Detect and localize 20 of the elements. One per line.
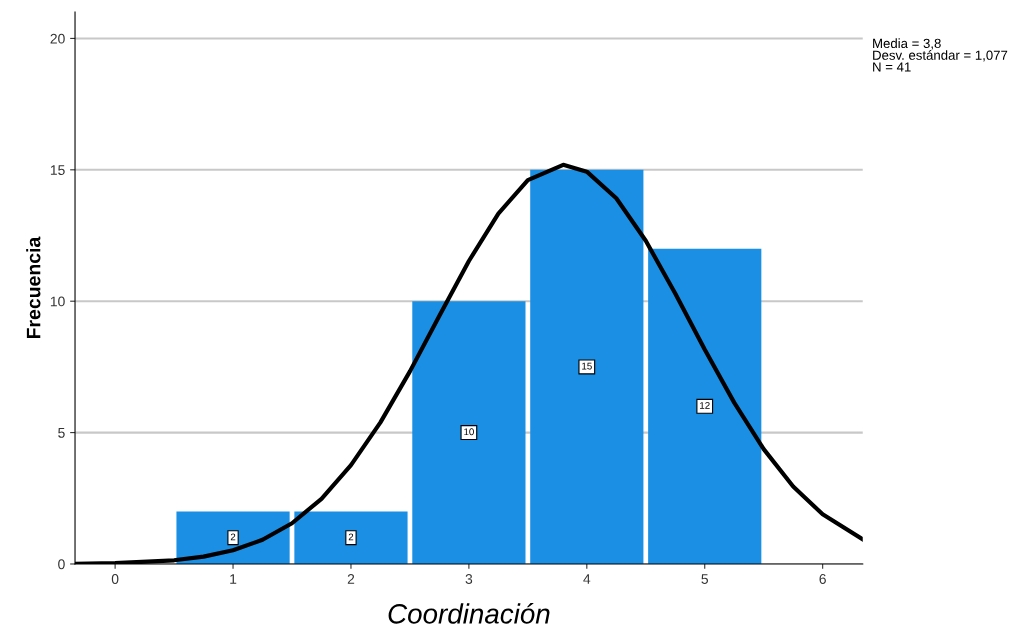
x-tick-label: 3 (465, 574, 473, 584)
data-label: 10 (464, 428, 474, 436)
data-label: 15 (582, 362, 592, 370)
y-tick-label: 0 (58, 559, 65, 570)
y-tick-label: 10 (50, 296, 65, 307)
y-axis-title: Frecuencia (26, 236, 41, 339)
data-label: 12 (700, 402, 710, 409)
data-label: 2 (348, 533, 354, 541)
x-tick-label: 5 (701, 574, 709, 584)
x-tick-label: 6 (819, 574, 826, 584)
x-axis-title: Coordinación (388, 602, 550, 624)
x-tick-label: 1 (230, 574, 237, 584)
text: Media = 3,8 Desv. estándar = 1,077 N = 41 (873, 38, 1008, 72)
data-label: 2 (230, 533, 236, 541)
y-tick-label: 15 (50, 165, 65, 175)
y-tick-label: 5 (58, 428, 65, 438)
x-tick-label: 2 (347, 574, 355, 584)
y-tick-label: 20 (50, 33, 65, 44)
x-tick-label: 0 (111, 574, 119, 584)
x-tick-label: 4 (583, 574, 591, 584)
